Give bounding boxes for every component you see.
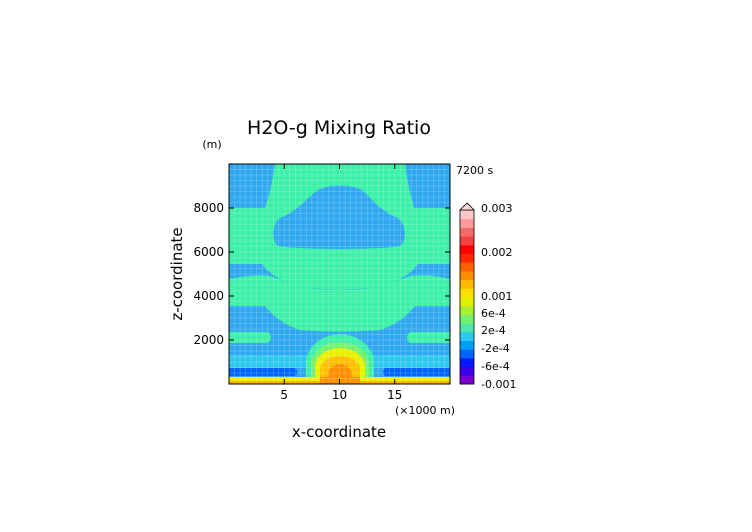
colorbar-swatch xyxy=(460,262,474,272)
axes: 5 10 15 2000 4000 6000 8000 xyxy=(193,164,450,402)
colorbar-swatch xyxy=(460,314,474,324)
colorbar-tick-label: -6e-4 xyxy=(481,360,510,373)
lower-dark-right xyxy=(382,368,450,376)
colorbar-swatch xyxy=(460,210,474,220)
y-tick-label: 4000 xyxy=(193,289,224,303)
y-units-label: (m) xyxy=(202,138,221,151)
colorbar-swatch xyxy=(460,323,474,333)
colorbar-arrow xyxy=(459,202,475,211)
colorbar-tick-label: 6e-4 xyxy=(481,307,506,320)
colorbar-labels: 0.003 0.002 0.001 6e-4 2e-4 -2e-4 -6e-4 -0.001 xyxy=(481,202,516,391)
colorbar-swatch xyxy=(460,270,474,281)
y-tick-label: 6000 xyxy=(193,245,224,259)
colorbar-swatch xyxy=(460,236,474,246)
colorbar-swatch xyxy=(460,218,474,228)
x-units-label: (×1000 m) xyxy=(395,404,455,417)
x-tick-label: 5 xyxy=(280,388,288,402)
colorbar-swatch xyxy=(460,227,474,237)
colorbar-swatch xyxy=(460,279,474,289)
x-axis-label: x-coordinate xyxy=(292,423,386,441)
colorbar-tick-label: -0.001 xyxy=(481,378,516,391)
colorbar-swatch xyxy=(460,357,474,368)
x-tick-label: 15 xyxy=(387,388,402,402)
x-tick-label: 10 xyxy=(332,388,347,402)
colorbar-swatch xyxy=(460,288,474,298)
colorbar-swatch xyxy=(460,331,474,341)
plot-grid xyxy=(229,164,450,384)
colorbar-tick-label: 2e-4 xyxy=(481,324,506,337)
colorbar xyxy=(459,202,475,385)
colorbar-swatch xyxy=(460,366,474,376)
colorbar-tick-label: 0.002 xyxy=(481,246,513,259)
colorbar-swatch xyxy=(460,375,474,385)
y-tick-label: 2000 xyxy=(193,333,224,347)
colorbar-swatch xyxy=(460,349,474,359)
contour-field xyxy=(229,164,450,384)
colorbar-swatch xyxy=(460,297,474,307)
colorbar-swatch xyxy=(460,340,474,350)
y-tick-label: 8000 xyxy=(193,201,224,215)
time-label: 7200 s xyxy=(456,164,493,177)
colorbar-swatch xyxy=(460,253,474,263)
left-lobe xyxy=(229,332,271,343)
chart-title: H2O-g Mixing Ratio xyxy=(247,117,431,139)
lower-dark-left xyxy=(229,368,298,376)
upper-dry-core xyxy=(273,185,405,249)
middle-humid-band xyxy=(229,275,450,332)
colorbar-tick-label: 0.001 xyxy=(481,290,513,303)
colorbar-tick-label: 0.003 xyxy=(481,202,513,215)
right-lobe xyxy=(407,332,450,343)
colorbar-swatch xyxy=(460,244,474,254)
colorbar-swatch xyxy=(460,305,474,315)
y-axis-label: z-coordinate xyxy=(168,227,186,320)
colorbar-tick-label: -2e-4 xyxy=(481,342,510,355)
